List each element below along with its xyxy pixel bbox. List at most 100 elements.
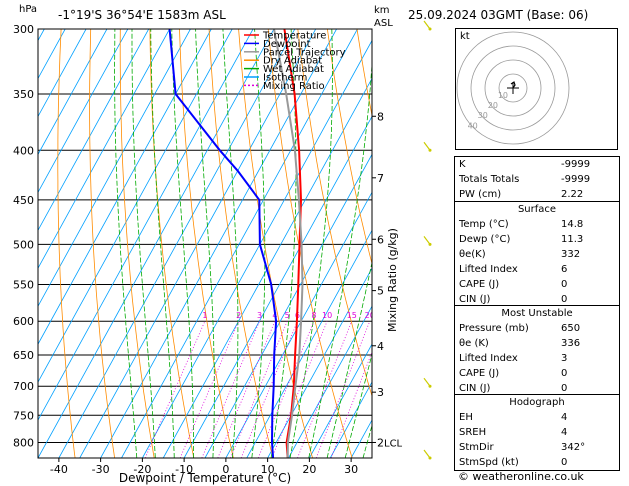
dry-adiabat	[208, 29, 274, 458]
mixing-ratio-line	[271, 321, 328, 458]
surface-value: 332	[561, 249, 581, 260]
mixing-ratio-line	[179, 321, 240, 458]
hodo-row: SREH 4	[455, 425, 619, 440]
pressure-tick-label: 600	[13, 315, 34, 328]
hodograph-ring-label: 20	[488, 101, 498, 110]
x-tick-label: -10	[175, 463, 193, 476]
hodo-value: 4	[561, 412, 568, 423]
isotherm-line	[38, 29, 108, 156]
mixing-ratio-line	[240, 321, 298, 458]
wind-barb-dot	[428, 384, 432, 388]
pressure-tick-label: 750	[13, 409, 34, 422]
hodograph-table: Hodograph EH 4 SREH 4 StmDir 342° StmSpd (k…	[454, 394, 620, 471]
isotherm-line	[309, 343, 372, 458]
datetime-title: 25.09.2024 03GMT (Base: 06)	[408, 8, 589, 22]
legend-label: Parcel Trajectory	[263, 47, 346, 58]
most-unstable-table: Most Unstable Pressure (mb) 650 θe (K) 336…	[454, 305, 620, 397]
isotherm-line	[121, 29, 358, 458]
hodograph-frame	[455, 28, 618, 150]
isotherm-line	[100, 29, 337, 458]
mixing-ratio-line	[201, 321, 260, 458]
mixing-ratio-line	[315, 321, 371, 458]
isotherm-line	[38, 29, 170, 270]
surface-row: Dewp (°C) 11.3	[455, 232, 619, 247]
km-tick-label: 5	[377, 285, 384, 298]
mixing-ratio-label: 3	[257, 311, 262, 320]
wet-adiabat	[131, 29, 156, 458]
hodo-label: SREH	[459, 427, 487, 438]
wind-barb-dot	[428, 242, 432, 246]
mixing-ratio-line	[330, 351, 372, 458]
index-label: K	[459, 159, 466, 170]
most-unstable-title: Most Unstable	[501, 308, 573, 319]
km-tick-label: 2	[377, 436, 384, 449]
surface-row: θe(K) 332	[455, 247, 619, 262]
km-tick-label: 6	[377, 233, 384, 246]
mu-row: CAPE (J) 0	[455, 366, 619, 381]
mixing-ratio-label: 5	[285, 311, 290, 320]
x-tick-label: 20	[302, 463, 316, 476]
copyright-text: © weatheronline.co.uk	[458, 470, 584, 483]
hodograph-unit: kt	[460, 31, 470, 42]
index-label: PW (cm)	[459, 189, 502, 200]
hodograph-ring	[470, 45, 556, 131]
hodo-label: StmSpd (kt)	[459, 457, 519, 468]
wind-barb	[423, 377, 431, 387]
hodo-value: 0	[561, 457, 568, 468]
isotherm-line	[0, 29, 3, 458]
dry-adiabat	[149, 29, 195, 458]
surface-value: 14.8	[561, 219, 584, 230]
mixing-ratio-line	[144, 321, 206, 458]
series-line-parcel-trajectory	[273, 29, 304, 458]
height-unit-asl: ASL	[374, 18, 393, 29]
hodo-value: 4	[561, 427, 568, 438]
isotherm-line	[38, 29, 129, 194]
mixing-ratio-label: 8	[311, 311, 316, 320]
mu-row: Pressure (mb) 650	[455, 321, 619, 336]
height-unit-label: km ASL	[374, 4, 393, 30]
index-row-tt: Totals Totals -9999	[455, 172, 619, 187]
pressure-tick-label: 550	[13, 279, 34, 292]
dry-adiabat	[57, 29, 76, 458]
isotherm-line	[38, 29, 87, 118]
dry-adiabat	[327, 29, 372, 266]
hodo-label: EH	[459, 412, 473, 423]
series-line-dewpoint	[168, 29, 278, 458]
wind-barb	[423, 20, 431, 30]
legend-label: Isotherm	[263, 73, 307, 84]
mixing-ratio-label: 1	[202, 311, 207, 320]
mu-label: θe (K)	[459, 338, 489, 349]
pressure-tick-label: 800	[13, 436, 34, 449]
legend-label: Dewpoint	[263, 39, 311, 50]
wind-barb-dot	[428, 456, 432, 460]
mixing-ratio-label: 15	[347, 311, 357, 320]
surface-value: 0	[561, 279, 568, 290]
surface-row: CIN (J) 0	[455, 292, 619, 307]
wind-barb	[423, 449, 431, 459]
km-tick-label: 4	[377, 340, 384, 353]
hodograph-ring	[498, 73, 528, 103]
isotherm-line	[79, 29, 317, 458]
mu-label: Pressure (mb)	[459, 323, 529, 334]
x-tick-label: 10	[261, 463, 275, 476]
dry-adiabat	[623, 29, 629, 458]
wet-adiabat	[222, 29, 239, 458]
mixing-ratio-line	[297, 321, 353, 458]
mixing-ratio-label: 2	[236, 311, 241, 320]
index-row-k: K -9999	[455, 157, 619, 172]
x-tick-label: -40	[50, 463, 68, 476]
mu-row: Lifted Index 3	[455, 351, 619, 366]
pressure-unit-label: hPa	[19, 4, 38, 15]
mixing-ratio-label: 20	[365, 311, 375, 320]
wind-barb	[423, 235, 431, 245]
hodograph-ring-label: 30	[478, 111, 488, 120]
lcl-label: LCL	[384, 438, 403, 449]
wet-adiabat	[114, 29, 138, 458]
surface-label: CIN (J)	[459, 294, 491, 305]
mixing-ratio-line	[230, 321, 288, 458]
isotherm-line	[38, 29, 254, 421]
dry-adiabat	[89, 29, 115, 458]
wind-barb-dot	[428, 148, 432, 152]
